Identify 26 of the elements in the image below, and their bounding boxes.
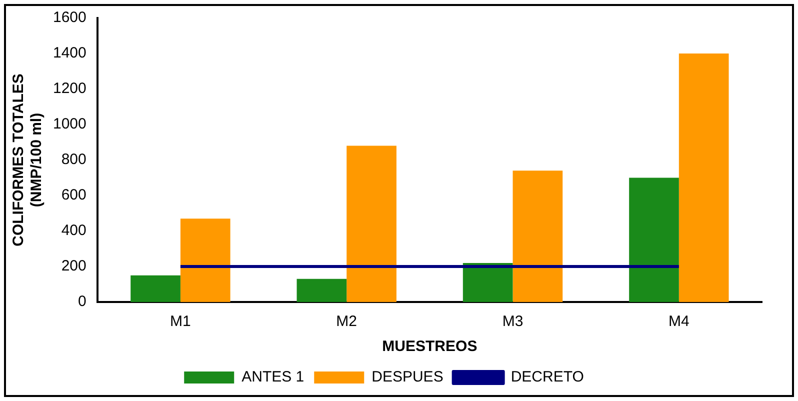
bar bbox=[346, 146, 396, 302]
y-tick-label: 400 bbox=[61, 222, 86, 240]
y-tick-label: 800 bbox=[61, 151, 86, 168]
x-tick-label: M4 bbox=[668, 313, 690, 330]
y-tick-label: 0 bbox=[78, 293, 86, 310]
x-tick-label: M2 bbox=[336, 313, 358, 330]
y-tick-label: 1400 bbox=[52, 44, 86, 62]
y-tick-label: 1000 bbox=[52, 116, 86, 133]
bar bbox=[512, 170, 563, 302]
x-axis-title: MUESTREOS bbox=[382, 338, 478, 356]
x-tick-label: M1 bbox=[170, 313, 191, 330]
legend-label: DECRETO bbox=[510, 368, 584, 386]
bar bbox=[678, 54, 729, 302]
legend-label: DESPUES bbox=[372, 368, 444, 386]
bar bbox=[130, 275, 180, 302]
bar bbox=[296, 278, 347, 302]
bar bbox=[462, 262, 513, 302]
y-tick-label: 1600 bbox=[52, 9, 86, 26]
x-tick-label: M3 bbox=[502, 313, 524, 330]
y-tick-label: 1200 bbox=[52, 80, 86, 98]
legend-label: ANTES 1 bbox=[242, 368, 304, 386]
bar bbox=[180, 218, 230, 302]
bar bbox=[629, 178, 679, 302]
y-tick-label: 200 bbox=[61, 258, 86, 275]
y-axis-title: COLIFORMES TOTALES (NMP/100 ml) bbox=[10, 74, 46, 246]
y-tick-label: 600 bbox=[61, 186, 86, 204]
